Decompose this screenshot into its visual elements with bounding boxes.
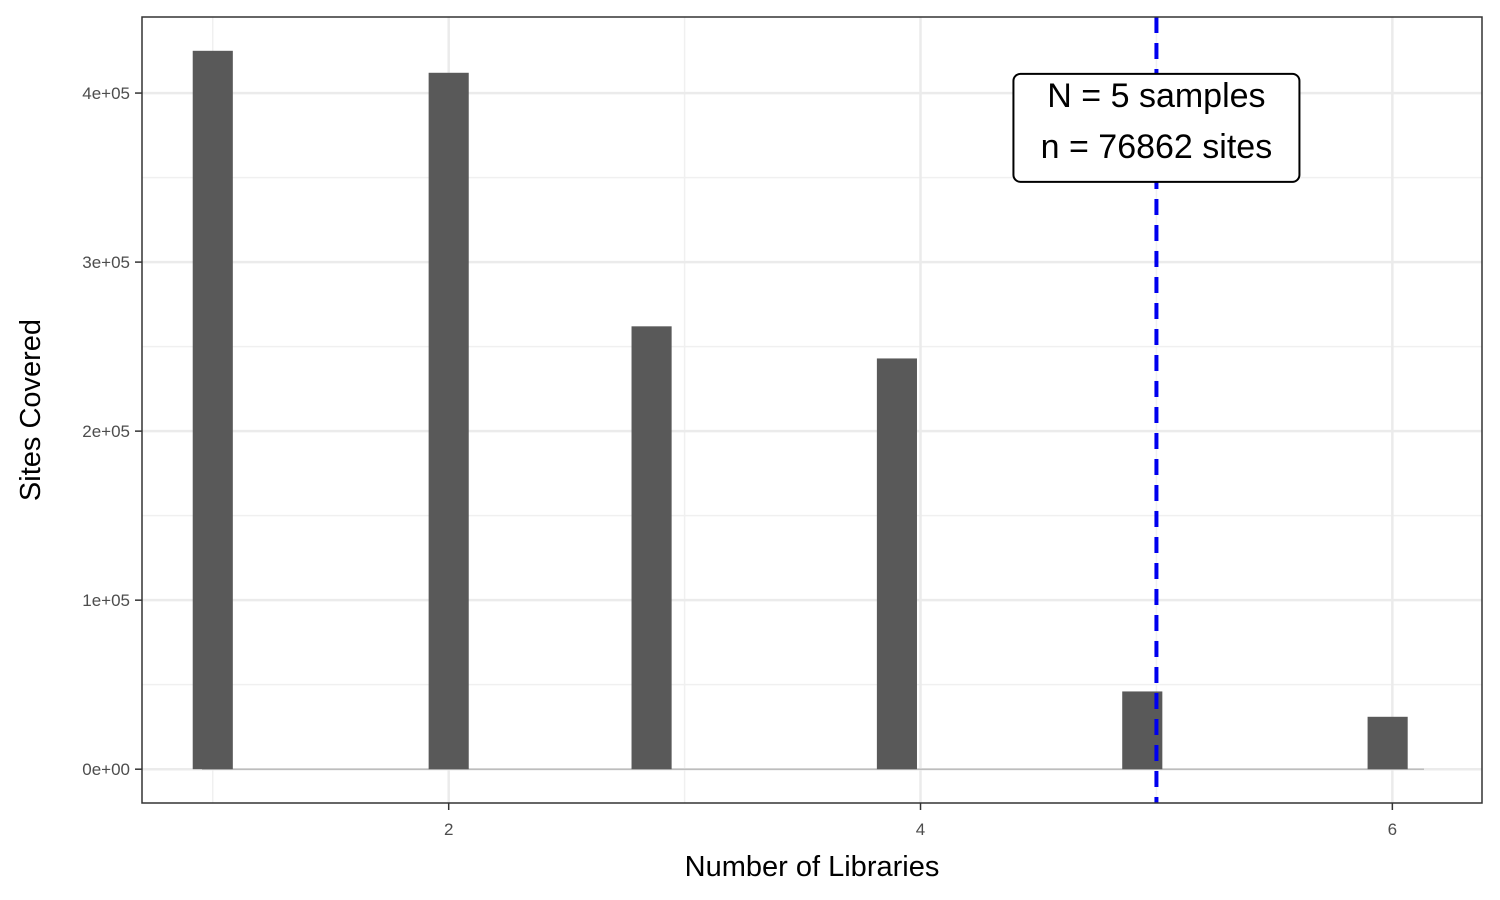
y-tick-label: 2e+05 (82, 422, 130, 441)
bar (428, 72, 469, 770)
annotation-box (1012, 72, 1301, 183)
y-tick-label: 4e+05 (82, 84, 130, 103)
annotation-label: N = 5 samples n = 76862 sites (1012, 72, 1301, 183)
bars (192, 50, 1408, 770)
x-axis-title: Number of Libraries (685, 851, 940, 883)
bar (876, 358, 917, 770)
x-tick-label: 6 (1388, 820, 1397, 839)
annotation-line-samples: N = 5 samples (1047, 77, 1265, 115)
panel-border (141, 16, 1483, 804)
bar (1367, 716, 1408, 770)
y-axis-title: Sites Covered (15, 319, 47, 501)
annotation-line-sites: n = 76862 sites (1041, 128, 1273, 166)
bar (631, 326, 672, 770)
x-tick-label: 2 (444, 820, 453, 839)
y-tick-label: 3e+05 (82, 253, 130, 272)
x-tick-label: 4 (916, 820, 925, 839)
y-tick-label: 1e+05 (82, 591, 130, 610)
bar (192, 50, 233, 770)
x-axis-ticks: 2 4 6 (444, 803, 1397, 839)
y-axis-ticks: 0e+00 1e+05 2e+05 3e+05 4e+05 (82, 84, 142, 779)
y-tick-label: 0e+00 (82, 760, 130, 779)
